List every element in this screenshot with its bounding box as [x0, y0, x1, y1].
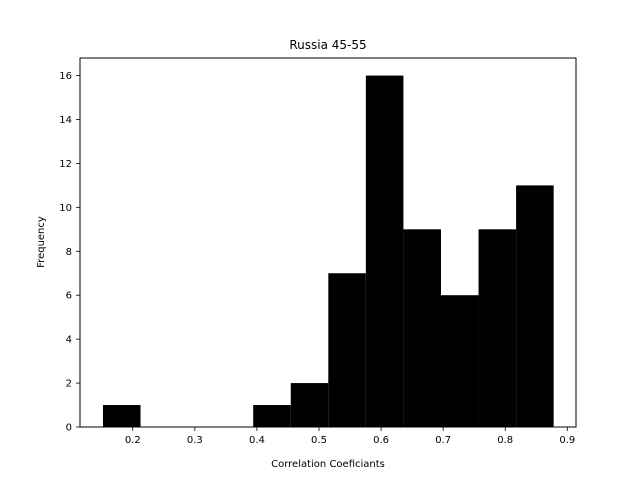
histogram-bar-8 — [403, 229, 441, 427]
y-axis-label: Frequency — [36, 216, 47, 268]
histogram-bar-6 — [328, 273, 366, 427]
ticks-layer: 0.2 0.3 0.4 0.5 0.6 0.7 0.8 0.9 0 2 4 6 8 10 12 14 16 — [59, 71, 575, 446]
x-tick-label: 0.4 — [249, 435, 265, 446]
x-tick-label: 0.3 — [187, 435, 203, 446]
x-tick-label: 0.7 — [435, 435, 451, 446]
y-tick-label: 2 — [66, 379, 72, 390]
y-tick-label: 6 — [66, 291, 72, 302]
histogram-bar-4 — [253, 405, 291, 427]
histogram-bar-11 — [516, 185, 554, 427]
x-tick-label: 0.5 — [311, 435, 327, 446]
histogram-bar-7 — [365, 75, 404, 428]
y-tick-label: 8 — [66, 247, 72, 258]
y-tick-label: 12 — [59, 159, 72, 170]
histogram-bar-9 — [440, 295, 479, 427]
y-tick-label: 4 — [66, 335, 72, 346]
histogram-bar-0 — [102, 405, 141, 427]
x-tick-label: 0.6 — [373, 435, 389, 446]
x-tick-label: 0.9 — [559, 435, 575, 446]
x-axis-label: Correlation Coeficiants — [271, 459, 385, 470]
histogram-bar-5 — [290, 383, 329, 427]
histogram-bar-10 — [478, 229, 517, 427]
y-tick-label: 10 — [59, 203, 72, 214]
plot-frame — [79, 57, 577, 428]
x-tick-label: 0.2 — [125, 435, 141, 446]
y-tick-label: 0 — [66, 423, 72, 434]
x-tick-label: 0.8 — [497, 435, 513, 446]
y-tick-label: 16 — [59, 71, 72, 82]
y-tick-label: 14 — [59, 115, 72, 126]
chart-title: Russia 45-55 — [289, 38, 366, 52]
bars-layer — [102, 75, 554, 428]
